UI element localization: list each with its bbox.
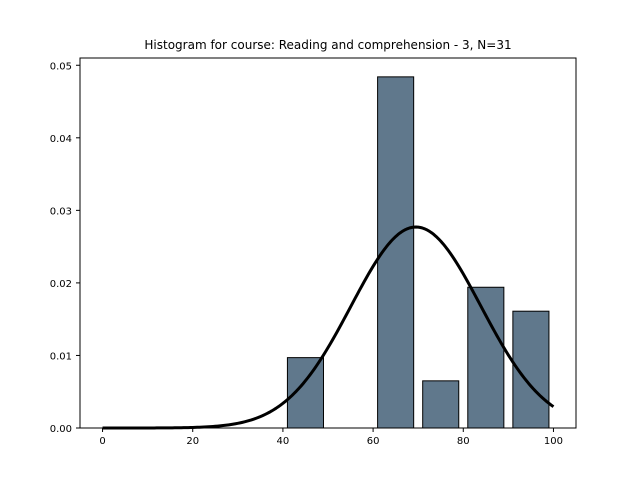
bars-group xyxy=(286,76,550,429)
x-tick-label: 60 xyxy=(367,436,380,447)
y-tick-label: 0.05 xyxy=(50,61,72,72)
x-axis: 0 20 40 60 80 100 xyxy=(99,428,563,447)
plot-frame xyxy=(79,57,577,429)
y-axis: 0.00 0.01 0.02 0.03 0.04 0.05 xyxy=(50,61,80,435)
x-tick-label: 80 xyxy=(457,436,470,447)
x-tick-label: 20 xyxy=(186,436,199,447)
x-tick-label: 0 xyxy=(99,436,105,447)
y-tick-label: 0.04 xyxy=(50,134,72,145)
y-tick-label: 0.01 xyxy=(50,351,72,362)
histogram-bar-3 xyxy=(422,380,460,429)
x-tick-label: 100 xyxy=(544,436,563,447)
histogram-bar-4 xyxy=(467,286,505,429)
y-tick-label: 0.03 xyxy=(50,206,72,217)
y-tick-label: 0.00 xyxy=(50,424,72,435)
chart-title: Histogram for course: Reading and compre… xyxy=(144,38,511,52)
y-tick-label: 0.02 xyxy=(50,279,72,290)
x-tick-label: 40 xyxy=(277,436,290,447)
